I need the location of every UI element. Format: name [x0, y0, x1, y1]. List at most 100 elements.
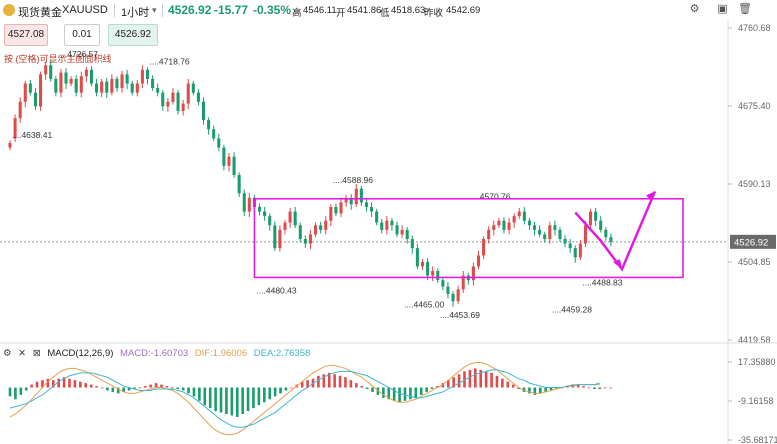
current-price-tag: [730, 234, 776, 249]
macd-settings-icon[interactable]: ⚙: [3, 348, 12, 359]
macd-bar: [495, 375, 499, 388]
candle-body: [522, 211, 526, 221]
dea-line: [9, 369, 600, 428]
quantity-input[interactable]: 0.01: [64, 24, 100, 46]
macd-bar: [171, 387, 174, 389]
candle-body: [380, 222, 384, 230]
macd-bar: [598, 387, 602, 389]
candle-body: [145, 69, 150, 79]
price-annotation: ....4488.83: [582, 278, 622, 288]
candle-body: [84, 69, 88, 77]
open-value: 4541.86: [347, 5, 382, 16]
candle-body: [8, 142, 12, 148]
symbol[interactable]: XAUUSD: [62, 4, 108, 16]
timeframe-dropdown-icon[interactable]: ▾: [152, 5, 157, 15]
candle-body: [288, 211, 292, 223]
instrument-name[interactable]: 现货黄金: [18, 7, 62, 19]
macd-bar: [127, 387, 131, 391]
price-tick-label: 4504.85: [738, 257, 771, 267]
candle-body: [349, 197, 353, 205]
macd-bar: [257, 387, 261, 406]
candle-body: [74, 78, 78, 93]
macd-bar: [501, 378, 504, 388]
candle-body: [293, 211, 297, 226]
high-value: 4546.11: [303, 5, 337, 16]
candle-body: [553, 225, 557, 230]
candle-body: [201, 101, 206, 121]
candle-body: [298, 225, 302, 240]
low-value: 4518.63: [391, 5, 426, 16]
dif-line: [9, 362, 600, 436]
candle-body: [39, 74, 43, 107]
candle-body: [135, 83, 139, 93]
price-tick-label: 4760.68: [738, 23, 771, 33]
projection-arrowhead-up: [646, 191, 655, 202]
settings-icon[interactable]: ⚙: [689, 3, 700, 15]
macd-bar: [203, 387, 207, 406]
macd-bar: [425, 387, 428, 392]
macd-bar: [252, 387, 255, 409]
macd-bar: [84, 383, 88, 388]
price-annotation: ....4570.76: [470, 192, 510, 202]
candle-body: [385, 220, 389, 230]
macd-bar: [582, 386, 585, 388]
macd-close-icon[interactable]: ✕: [18, 348, 27, 359]
candle-body: [303, 239, 307, 244]
timeframe-selector[interactable]: 1小时: [121, 7, 150, 19]
candle-body: [18, 101, 22, 119]
macd-bar: [133, 387, 136, 389]
macd-bar: [51, 380, 55, 388]
open-label: 开: [336, 8, 346, 19]
price-change: -15.77: [214, 3, 249, 17]
candle-body: [242, 193, 246, 212]
gold-logo-icon: [3, 4, 15, 16]
macd-bar: [8, 387, 12, 397]
macd-bar: [198, 387, 201, 401]
macd-bar: [187, 387, 190, 394]
macd-bar: [273, 387, 277, 397]
candle-body: [115, 78, 119, 89]
price-tick-label: 4590.13: [738, 179, 771, 189]
price-annotation: ....4638.41: [12, 130, 52, 140]
macd-bar: [116, 387, 120, 394]
price-annotations: ....4638.41 ....4726.57 ....4718.76 ....458…: [12, 49, 623, 320]
delete-icon[interactable]: 🗑: [738, 3, 752, 15]
macd-toggle-icon[interactable]: ⊠: [32, 348, 41, 359]
macd-bar: [111, 387, 115, 392]
macd-bar: [290, 387, 293, 389]
macd-bar: [181, 387, 185, 391]
candle-body: [415, 248, 419, 267]
macd-bar: [79, 381, 82, 388]
candle-body: [191, 83, 195, 93]
candle-body: [329, 206, 333, 221]
candle-body: [283, 222, 287, 230]
macd-bar: [371, 387, 374, 392]
candle-body: [548, 225, 552, 240]
screenshot-icon[interactable]: ▣: [717, 3, 728, 15]
macd-bar: [208, 387, 212, 409]
candle-body: [319, 225, 323, 230]
buy-price-button[interactable]: 4526.92: [108, 24, 158, 46]
candle-body: [609, 237, 613, 242]
macd-bar: [441, 383, 445, 388]
candle-body: [482, 239, 486, 256]
candle-body: [13, 118, 17, 139]
candle-body: [497, 220, 501, 226]
price-annotation: ....4726.57: [58, 49, 98, 59]
macd-header: ⚙ ✕ ⊠ MACD(12,26,9) MACD:-1.60703 DIF:1.…: [3, 348, 314, 359]
macd-bar: [327, 372, 331, 388]
dea-value-group: DEA:2.76358: [254, 348, 311, 359]
macd-bar: [160, 384, 163, 388]
macd-bar: [603, 387, 607, 389]
macd-bar: [165, 386, 169, 388]
sell-price-button[interactable]: 4527.08: [4, 24, 48, 46]
macd-bar: [587, 387, 591, 389]
candle-body: [599, 220, 603, 230]
candle-body: [334, 206, 338, 214]
price-annotation: ....4453.69: [440, 310, 480, 320]
candle-body: [441, 280, 445, 287]
candle-body: [181, 103, 185, 111]
last-price: 4526.92: [168, 3, 212, 17]
macd-bar: [95, 386, 98, 388]
